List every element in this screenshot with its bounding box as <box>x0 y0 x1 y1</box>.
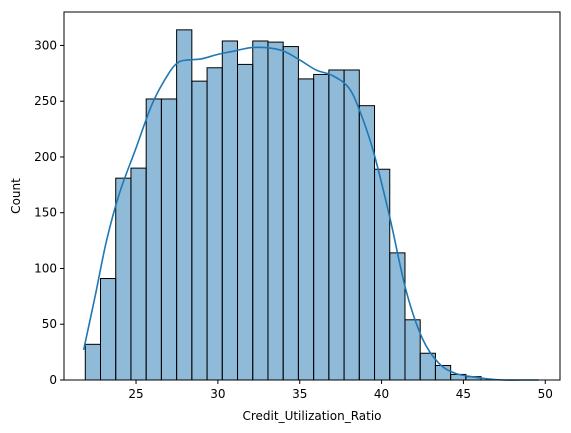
histogram-bar <box>221 40 239 381</box>
histogram-bar <box>100 278 117 381</box>
histogram-bar <box>328 69 345 381</box>
x-tick-label: 25 <box>128 387 143 401</box>
histogram-bar <box>374 168 391 381</box>
y-tick-label: 50 <box>42 317 57 331</box>
plot-frame <box>63 11 561 381</box>
bars-layer <box>84 29 482 381</box>
kde-layer <box>82 46 539 381</box>
y-axis-ticks: 0 50 100 150 200 250 300 <box>34 38 64 387</box>
y-tick-label: 100 <box>34 261 57 275</box>
kde-curve <box>82 46 539 381</box>
x-tick-label: 30 <box>210 387 225 401</box>
histogram-bar <box>313 73 330 381</box>
histogram-bar <box>206 67 223 381</box>
y-tick-label: 300 <box>34 38 57 52</box>
histogram-bar <box>297 78 315 381</box>
x-tick-label: 35 <box>292 387 307 401</box>
histogram-bar <box>115 177 132 381</box>
histogram-bar <box>176 29 193 381</box>
histogram-bar <box>84 343 101 381</box>
y-axis-label: Count <box>9 178 23 214</box>
x-tick-label: 50 <box>538 387 553 401</box>
histogram-bar <box>389 252 406 381</box>
axes-frame <box>63 11 561 381</box>
histogram-bar <box>282 46 299 381</box>
histogram-bar <box>267 41 284 381</box>
x-axis-label: Credit_Utilization_Ratio <box>242 409 381 423</box>
histogram-bar <box>237 63 254 381</box>
histogram-bar <box>160 98 178 381</box>
histogram-bar <box>191 80 208 381</box>
y-tick-label: 150 <box>34 206 57 220</box>
histogram-bar <box>145 98 162 381</box>
x-tick-label: 45 <box>456 387 471 401</box>
y-tick-label: 250 <box>34 94 57 108</box>
histogram-bar <box>130 167 147 381</box>
y-tick-label: 200 <box>34 150 57 164</box>
x-tick-label: 40 <box>374 387 389 401</box>
y-tick-label: 0 <box>49 373 57 387</box>
x-axis-ticks: 25 30 35 40 45 50 <box>128 380 553 401</box>
histogram-bar <box>252 40 269 381</box>
histogram-bar <box>343 69 360 381</box>
